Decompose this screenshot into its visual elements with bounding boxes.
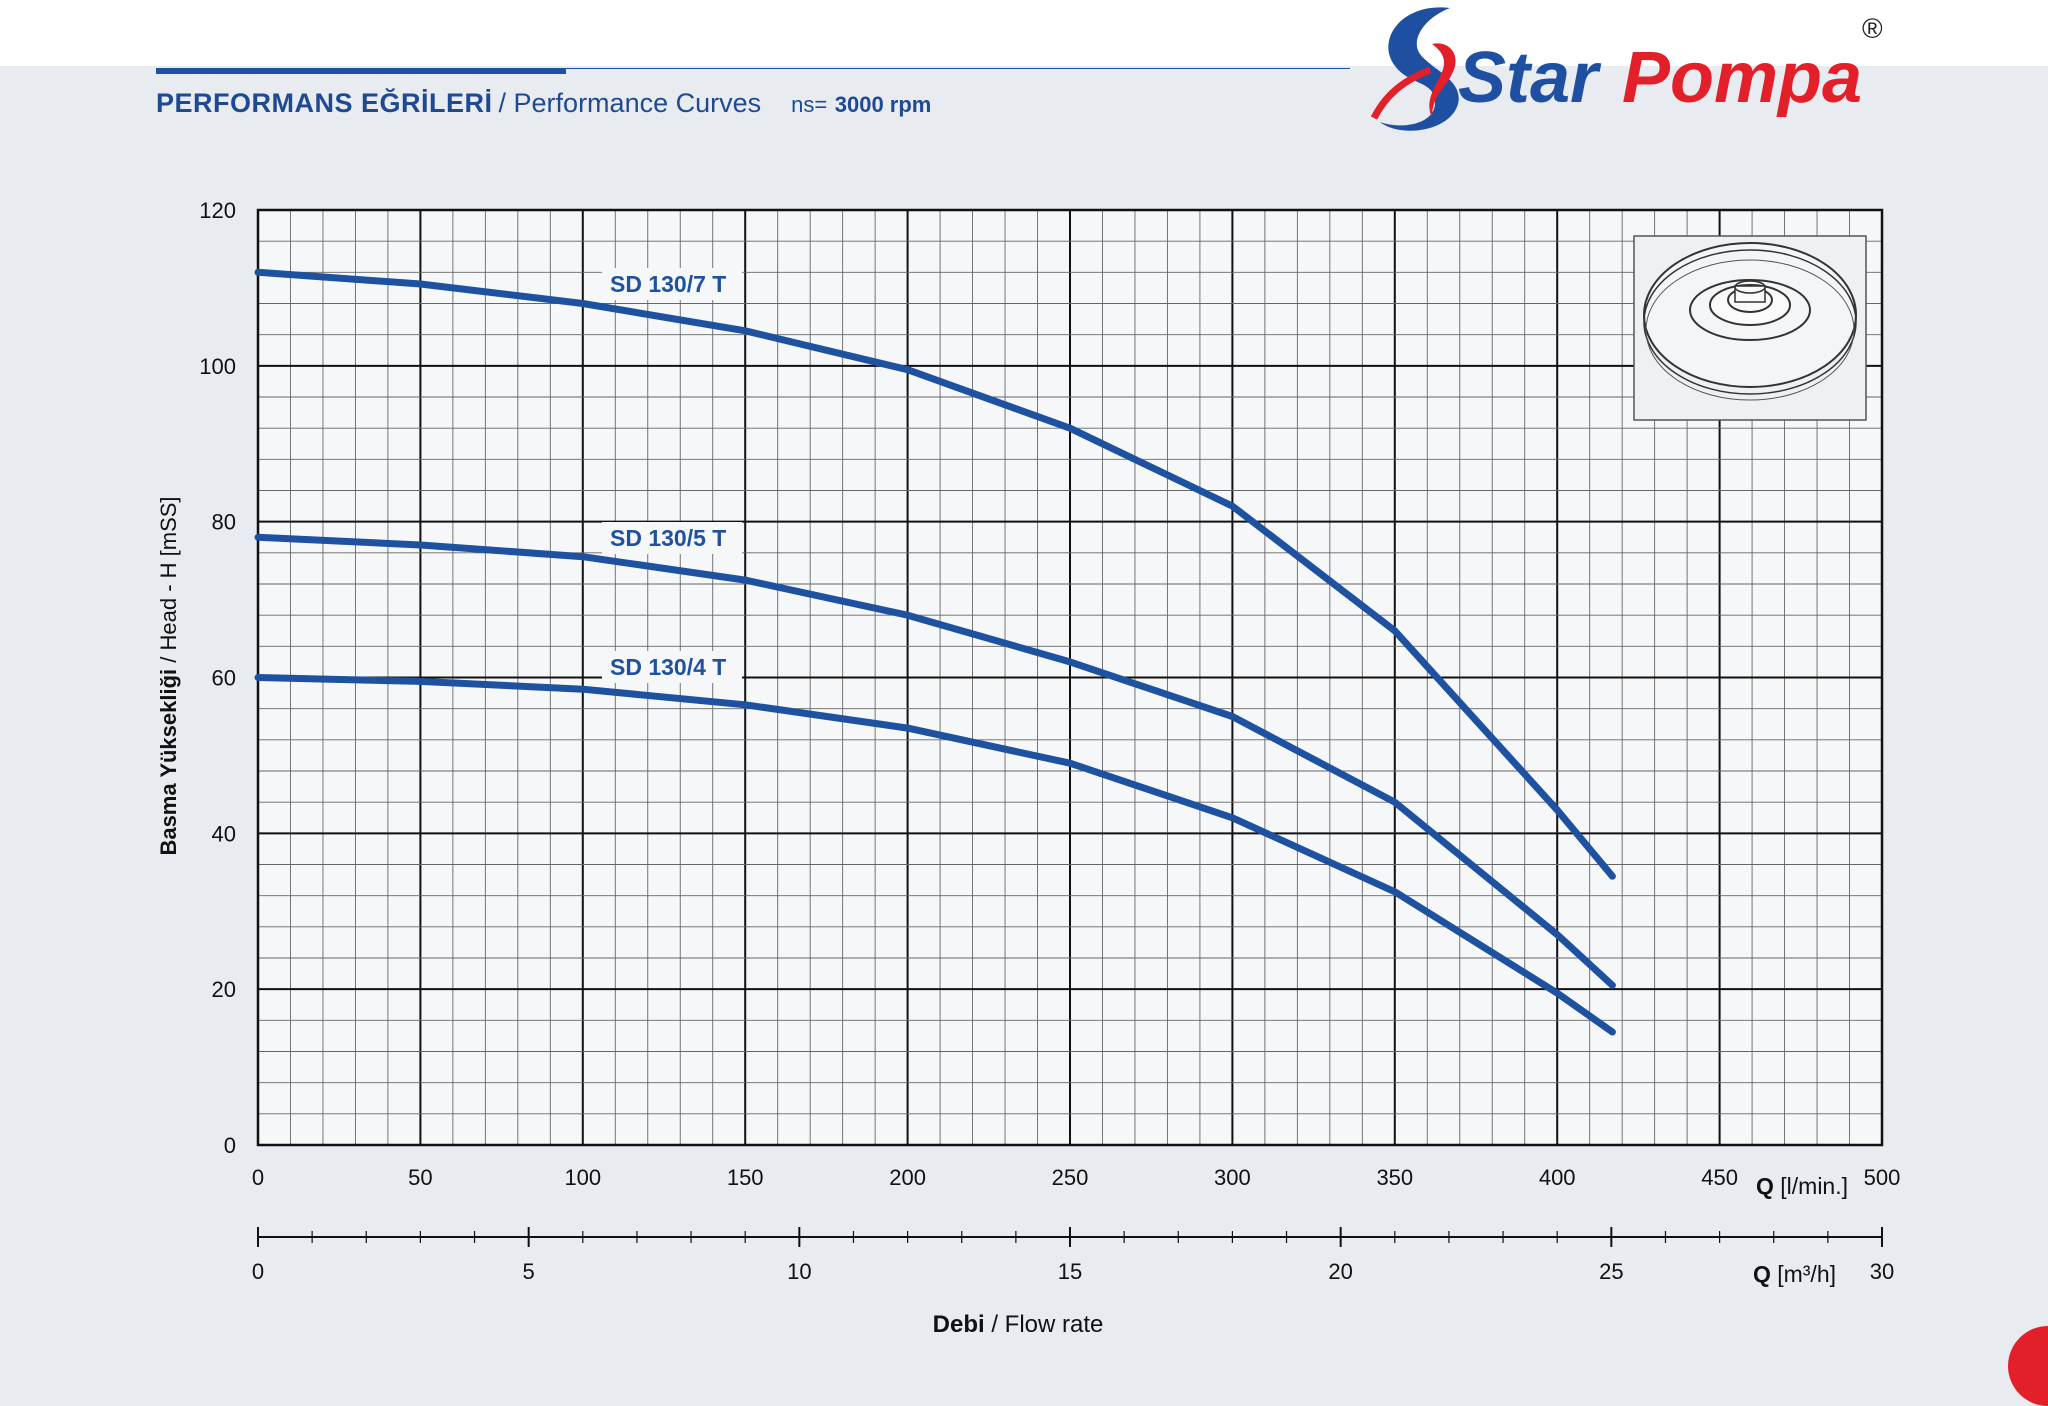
x-tick-label: 200 [889,1165,926,1190]
y-axis-label: Basma Yüksekliği / Head - H [mSS] [156,496,181,855]
series-label-bg [602,522,742,554]
secondary-tick-label: 5 [523,1259,535,1284]
chart-series: SD 130/7 T SD 130/5 T SD 130/4 T [254,268,1616,1036]
series-label-bg [602,268,742,300]
x-tick-label: 400 [1539,1165,1576,1190]
y-tick-label: 120 [199,198,236,223]
series-label-bg [602,651,742,683]
y-tick-label: 20 [212,977,236,1002]
logo-swirl-icon [1370,7,1459,131]
series-label: SD 130/7 T [610,271,726,297]
x-tick-label: 300 [1214,1165,1251,1190]
x-tick-label: 250 [1052,1165,1089,1190]
x-axis-label: Debi / Flow rate [933,1311,1104,1338]
secondary-tick-label: 15 [1058,1259,1082,1284]
series-label: SD 130/5 T [610,525,726,551]
top-band [0,0,2048,66]
y-tick-label: 80 [212,510,236,535]
series-label: SD 130/4 T [610,654,726,680]
series-line [254,674,1616,1036]
header-accent-bar [156,68,566,74]
secondary-tick-label: 30 [1870,1259,1894,1284]
secondary-tick-label: 20 [1328,1259,1352,1284]
secondary-unit-label: Q [m³/h] [1753,1261,1836,1287]
registered-mark: ® [1862,13,1883,44]
x-tick-label: 350 [1376,1165,1413,1190]
logo-text-pompa: Pompa [1622,38,1862,118]
header-rule [566,68,1350,69]
chart-grid [256,208,1884,1147]
y-tick-label: 60 [212,666,236,691]
rpm-value: 3000 rpm [834,92,932,117]
x-tick-label: 100 [564,1165,601,1190]
chart-tick-labels: 0 50 100 150 200 250 300 350 400 450 500 0 20 40 60 80 1… [199,198,1900,1190]
x-tick-label: 500 [1864,1165,1901,1190]
x-tick-label: 50 [408,1165,432,1190]
x-tick-label: 0 [252,1165,264,1190]
secondary-tick-label: 0 [252,1259,264,1284]
x-unit-label: Q [l/min.] [1756,1173,1848,1199]
series-line [254,268,1616,880]
x-tick-label: 450 [1701,1165,1738,1190]
star-pompa-logo: Star Pompa ® [1370,7,1883,131]
impeller-image [1633,235,1867,421]
logo-text-star: Star [1458,38,1602,118]
ns-label: ns= [791,92,828,117]
series-line [254,533,1616,989]
secondary-tick-label: 25 [1599,1259,1623,1284]
y-tick-label: 0 [224,1133,236,1158]
y-tick-label: 100 [199,354,236,379]
secondary-tick-label: 10 [787,1259,811,1284]
page-title: PERFORMANS EĞRİLERİ / Performance Curves n… [156,88,931,119]
title-turkish: PERFORMANS EĞRİLERİ [156,88,493,118]
secondary-axis: 0 5 10 15 20 25 30 [252,1227,1894,1284]
performance-chart: SD 130/7 TSD 130/5 TSD 130/4 T 0 50 100 150… [156,198,1900,1338]
x-tick-label: 150 [727,1165,764,1190]
y-tick-label: 40 [212,821,236,846]
title-english: / Performance Curves [498,88,762,118]
